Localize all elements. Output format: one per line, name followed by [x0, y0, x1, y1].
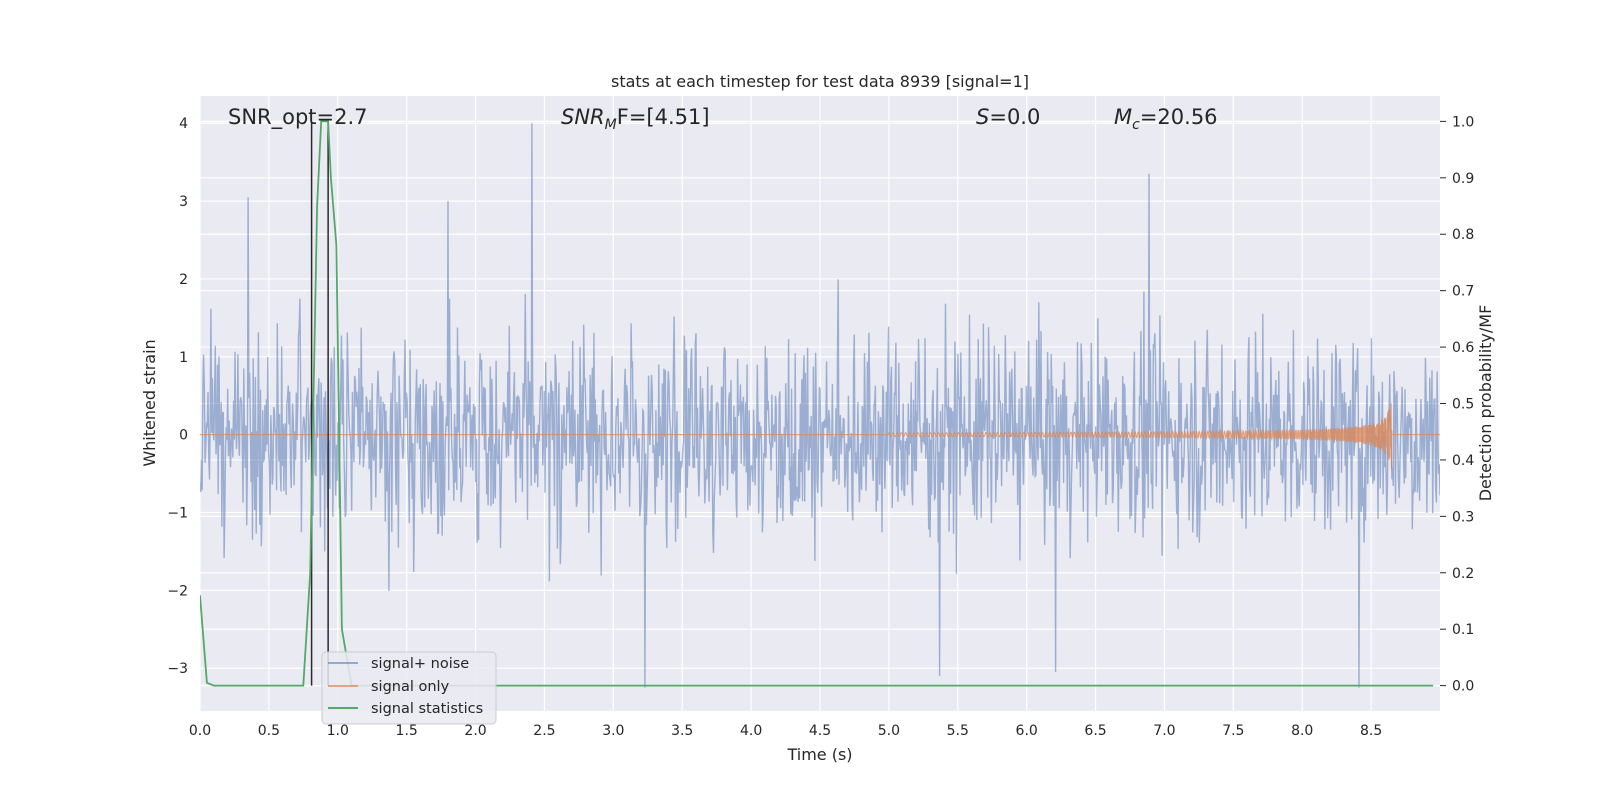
y2-tick-label: 0.9: [1452, 171, 1474, 187]
y-tick-label: 2: [179, 272, 188, 288]
chart-title: stats at each timestep for test data 893…: [611, 72, 1029, 91]
y2-tick-label: 0.4: [1452, 453, 1474, 469]
x-tick-label: 8.5: [1360, 723, 1382, 739]
annotation-snr-opt: SNR_opt=2.7: [228, 105, 368, 130]
x-tick-label: 0.5: [258, 723, 280, 739]
x-tick-label: 3.0: [602, 723, 624, 739]
detection-markers: [310, 121, 329, 686]
y-tick-label: −3: [167, 661, 188, 677]
annotation-snr-mf: SNRMF=[4.51]: [561, 105, 710, 133]
x-tick-label: 5.0: [878, 723, 900, 739]
x-tick-label: 0.0: [189, 723, 211, 739]
x-tick-label: 1.5: [396, 723, 418, 739]
x-axis-ticks: 0.0 0.5 1.0 1.5 2.0 2.5 3.0 3.5 4.0 4.5 5.0 5.5 6.0 6…: [189, 723, 1382, 739]
legend-label-signal-statistics: signal statistics: [371, 701, 483, 717]
y2-tick-label: 1.0: [1452, 114, 1474, 130]
x-tick-label: 2.5: [533, 723, 555, 739]
x-tick-label: 7.0: [1153, 723, 1175, 739]
legend-box: [321, 651, 497, 725]
y-tick-label: 0: [179, 428, 188, 444]
y-tick-label: −2: [167, 583, 188, 599]
series-signal-only: [200, 403, 1440, 470]
annotation-s: S=0.0: [976, 105, 1040, 129]
y2-tick-label: 0.5: [1452, 397, 1474, 413]
x-tick-label: 1.0: [327, 723, 349, 739]
y-tick-label: 4: [179, 116, 188, 132]
legend-label-signal-noise: signal+ noise: [371, 656, 469, 672]
y-tick-label: −1: [167, 505, 188, 521]
x-axis-label: Time (s): [786, 745, 852, 764]
y2-tick-label: 0.6: [1452, 340, 1474, 356]
y2-tick-label: 0.7: [1452, 284, 1474, 300]
x-tick-label: 2.0: [464, 723, 486, 739]
series-signal-noise: [200, 123, 1440, 688]
x-tick-label: 8.0: [1291, 723, 1313, 739]
annotation-mc: Mc=20.56: [1114, 105, 1218, 133]
y-axis-ticks: 4 3 2 1 0 −1 −2 −3: [167, 116, 188, 677]
y2-tick-label: 0.1: [1452, 622, 1474, 638]
y2-tick-label: 0.2: [1452, 566, 1474, 582]
y-tick-label: 1: [179, 350, 188, 366]
y-axis-label: Whitened strain: [140, 339, 159, 466]
signal-only-line: [200, 403, 1440, 470]
legend: signal+ noise signal only signal statist…: [321, 651, 497, 725]
signal-statistics-line: [200, 120, 1434, 687]
x-tick-label: 5.5: [947, 723, 969, 739]
legend-label-signal-only: signal only: [371, 679, 450, 695]
y2-tick-label: 0.3: [1452, 509, 1474, 525]
x-tick-label: 3.5: [671, 723, 693, 739]
x-tick-label: 4.0: [740, 723, 762, 739]
y2-axis-ticks: 1.0 0.9 0.8 0.7 0.6 0.5 0.4 0.3 0.2 0.1 0.0: [1440, 114, 1474, 695]
x-tick-label: 6.0: [1016, 723, 1038, 739]
y-tick-label: 3: [179, 194, 188, 210]
x-tick-label: 4.5: [809, 723, 831, 739]
y2-tick-label: 0.0: [1452, 679, 1474, 695]
y2-tick-label: 0.8: [1452, 227, 1474, 243]
x-tick-label: 6.5: [1084, 723, 1106, 739]
series-signal-statistics: [200, 120, 1434, 687]
x-tick-label: 7.5: [1222, 723, 1244, 739]
signal-noise-line: [200, 123, 1440, 688]
y2-axis-label: Detection probability/MF: [1476, 305, 1495, 502]
